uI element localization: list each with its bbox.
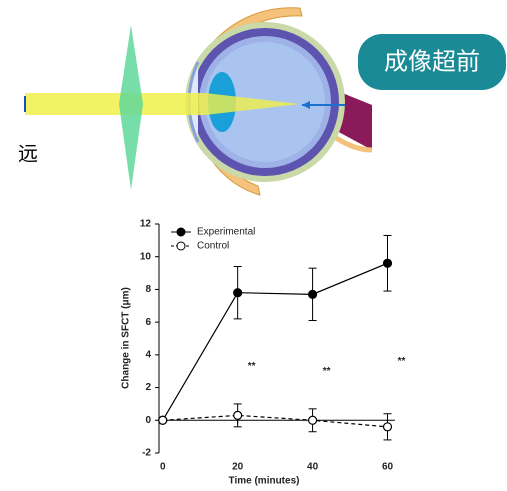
arrow-head: [302, 101, 310, 109]
x-tick-label: 60: [382, 462, 394, 473]
light-beam: [25, 93, 205, 115]
badge: [358, 34, 506, 90]
beam-focus: [205, 93, 300, 115]
y-tick-label: 6: [145, 317, 151, 328]
data-point: [233, 288, 243, 298]
significance: **: [323, 366, 331, 377]
x-tick-label: 0: [160, 462, 166, 473]
y-tick-label: 8: [145, 284, 151, 295]
badge-text: 成像超前: [384, 48, 480, 75]
y-tick-label: 10: [140, 251, 152, 262]
legend-label: Experimental: [197, 227, 255, 238]
y-axis-label: Change in SFCT (μm): [121, 287, 132, 389]
legend-marker: [176, 241, 186, 251]
y-tick-label: 12: [140, 219, 152, 230]
legend-label: Control: [197, 241, 229, 252]
y-tick-label: -2: [142, 448, 151, 459]
eye-diagram: 远 成像超前: [18, 7, 506, 196]
data-point: [307, 289, 318, 299]
y-tick-label: 4: [145, 349, 151, 360]
data-point: [382, 258, 393, 268]
significance: **: [248, 361, 256, 372]
data-point: [382, 422, 393, 432]
data-point: [158, 415, 168, 425]
chart: Time (minutes) Change in SFCT (μm) -2 0 2 4…: [121, 219, 406, 487]
converging-lens: [119, 25, 143, 190]
x-axis-label: Time (minutes): [229, 476, 300, 487]
significance: **: [398, 356, 406, 367]
y-tick-label: 0: [145, 415, 151, 426]
y-tick-label: 2: [145, 382, 151, 393]
legend-marker: [176, 227, 186, 237]
series-line: [162, 414, 388, 428]
x-tick-label: 20: [232, 462, 244, 473]
x-tick-label: 40: [307, 462, 319, 473]
far-label: 远: [18, 143, 38, 165]
data-point: [307, 415, 318, 425]
series-line: [162, 262, 388, 421]
data-point: [233, 410, 243, 420]
